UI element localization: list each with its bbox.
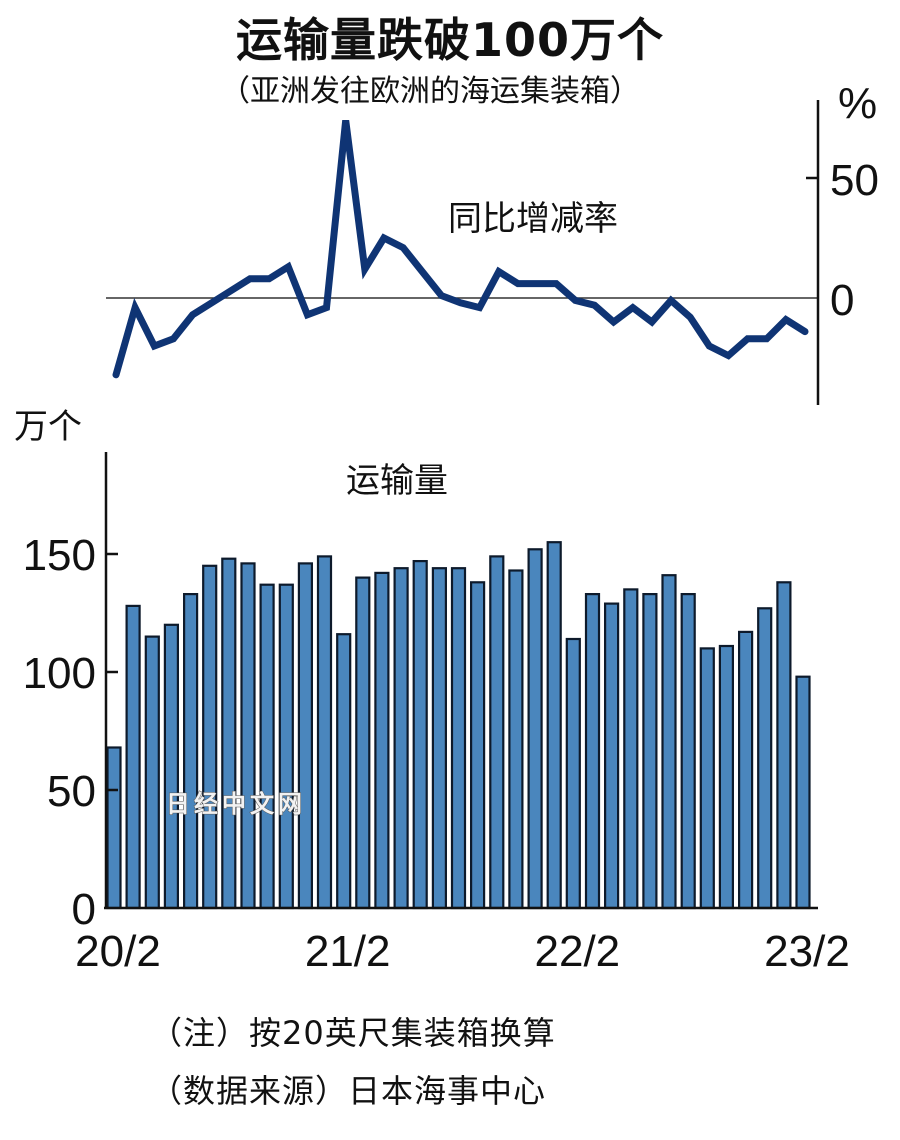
volume-bar	[278, 583, 294, 910]
volume-bar	[470, 581, 486, 910]
x-tick-label: 22/2	[535, 927, 621, 976]
yoy-line-chart: 0 50 % 同比增减率	[106, 79, 879, 405]
right-y-axis-ticks: 0 50	[806, 156, 879, 325]
volume-bar	[163, 623, 179, 910]
volume-bar	[240, 562, 256, 910]
volume-bar	[527, 548, 543, 910]
volume-bar	[144, 635, 160, 910]
y-tick-label: 0	[830, 276, 854, 325]
volume-series-label: 运输量	[346, 461, 448, 501]
data-source: （数据来源）日本海事中心	[150, 1072, 547, 1110]
chart-title: 运输量跌破100万个	[235, 13, 665, 67]
watermark: 日经中文网	[166, 790, 306, 818]
yoy-series-label: 同比增减率	[448, 199, 618, 239]
volume-bar	[183, 592, 199, 910]
y-tick-label: 100	[23, 649, 96, 698]
volume-bars	[106, 541, 811, 910]
volume-bar	[355, 576, 371, 910]
x-tick-label: 21/2	[305, 927, 391, 976]
percent-unit-label: %	[838, 79, 877, 128]
x-axis-tick-labels: 20/2 21/2 22/2 23/2	[75, 927, 850, 976]
volume-bar	[776, 581, 792, 910]
volume-bar	[718, 644, 735, 910]
volume-bar	[125, 604, 141, 910]
y-tick-label: 0	[72, 885, 96, 934]
volume-unit-label: 万个	[14, 407, 82, 447]
y-tick-label: 50	[830, 156, 879, 205]
volume-bar	[661, 574, 677, 910]
volume-bar	[737, 630, 754, 910]
volume-bar	[393, 567, 409, 910]
volume-bar	[202, 564, 218, 910]
y-tick-label: 50	[47, 767, 96, 816]
left-y-axis-ticks: 0 50 100 150	[23, 531, 118, 934]
volume-bar	[508, 569, 524, 910]
volume-bar	[546, 541, 562, 910]
volume-bar-chart: 万个 运输量 0 50 100 150 20/2 21/2 22/2 23/2 日经中文网	[14, 407, 850, 976]
volume-bar	[374, 571, 390, 910]
volume-bar	[795, 675, 811, 910]
volume-bar	[297, 562, 313, 910]
volume-bar	[431, 567, 447, 910]
x-tick-label: 20/2	[75, 927, 161, 976]
volume-bar	[106, 746, 122, 910]
volume-bar	[316, 555, 333, 910]
volume-bar	[584, 592, 601, 910]
y-tick-label: 150	[23, 531, 96, 580]
volume-bar	[680, 592, 696, 910]
footnote: （注）按20英尺集装箱换算	[150, 1014, 556, 1052]
chart-subtitle: （亚洲发往欧洲的海运集装箱）	[220, 74, 640, 109]
volume-bar	[221, 557, 237, 910]
volume-bar	[623, 588, 639, 910]
volume-bar	[757, 607, 773, 910]
x-tick-label: 23/2	[764, 927, 850, 976]
yoy-line	[112, 119, 809, 379]
volume-bar	[412, 559, 428, 910]
volume-bar	[259, 583, 275, 910]
volume-bar	[565, 637, 581, 910]
volume-bar	[336, 633, 352, 910]
volume-bar	[642, 592, 658, 910]
volume-bar	[450, 567, 467, 910]
volume-bar	[699, 647, 715, 910]
volume-bar	[603, 602, 620, 910]
volume-bar	[489, 555, 505, 910]
